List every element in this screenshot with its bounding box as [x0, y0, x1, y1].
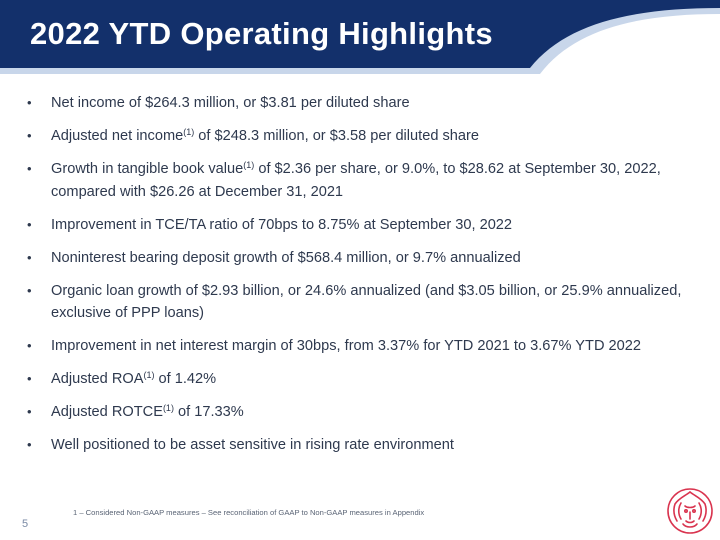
footnote-marker: (1): [243, 160, 255, 170]
bullet-text: of 17.33%: [173, 404, 244, 420]
bullet-text: Improvement in TCE/TA ratio of 70bps to …: [51, 216, 513, 233]
bullet-item: • Well positioned to be asset sensitive i…: [27, 434, 692, 457]
bullet-text: of $2.36 per share, or 9.0%, to $28.62 a…: [51, 161, 661, 200]
page-title: 2022 YTD Operating Highlights: [30, 16, 493, 51]
banner-shape: [0, 0, 720, 74]
bullet-marker: •: [27, 404, 32, 419]
bullet-text: Growth in tangible book value: [51, 161, 244, 177]
bullet-item: • Improvement in net interest margin of 3…: [27, 335, 692, 358]
bullet-marker: •: [27, 371, 32, 386]
title-banner: [0, 0, 720, 76]
bullet-marker: •: [27, 128, 32, 143]
footnote-marker: (1): [183, 127, 195, 137]
page-number: 5: [22, 518, 29, 530]
bullet-marker: •: [27, 338, 32, 353]
bullet-item: • Adjusted ROA(1) of 1.42%: [27, 368, 692, 391]
bullet-marker: •: [27, 161, 32, 176]
bullet-text: Adjusted ROTCE: [51, 404, 163, 420]
bullet-marker: •: [27, 437, 32, 452]
bullet-item: • Adjusted net income(1) of $248.3 millio…: [27, 125, 692, 148]
footnote-marker: (1): [143, 370, 155, 380]
bullet-item: • Improvement in TCE/TA ratio of 70bps to…: [27, 214, 692, 237]
bullet-marker: •: [27, 249, 32, 265]
bullet-item: • Noninterest bearing deposit growth of $…: [27, 247, 692, 270]
bullet-text: of 1.42%: [154, 371, 217, 387]
bullet-item: • Adjusted ROTCE(1) of 17.33%: [27, 401, 692, 424]
footnote: 1 – Considered Non-GAAP measures – See r…: [73, 508, 425, 517]
lion-head-icon: [667, 488, 713, 534]
bullet-item: • Net income of $264.3 million, or $3.81 …: [27, 92, 692, 115]
bullet-text: of $248.3 million, or $3.58 per diluted …: [194, 128, 480, 144]
bullet-item: • Growth in tangible book value(1) of $2.…: [27, 158, 692, 203]
bullet-item: • Organic loan growth of $2.93 billion, o…: [27, 280, 692, 325]
bullet-marker: •: [27, 95, 32, 110]
bullet-text: Adjusted ROA: [51, 371, 144, 387]
bullet-text: Improvement in net interest margin of 30…: [51, 338, 642, 354]
bullet-text: Organic loan growth of $2.93 billion, or…: [51, 282, 682, 322]
bullet-text: Well positioned to be asset sensitive in…: [51, 437, 454, 453]
highlights-list: • Net income of $264.3 million, or $3.81 …: [27, 92, 692, 467]
bullet-text: Adjusted net income: [51, 128, 184, 144]
footnote-marker: (1): [162, 403, 174, 413]
bullet-marker: •: [27, 216, 32, 232]
bullet-text: Noninterest bearing deposit growth of $5…: [51, 249, 521, 266]
bullet-marker: •: [27, 282, 32, 298]
bullet-text: Net income of $264.3 million, or $3.81 p…: [51, 95, 410, 111]
